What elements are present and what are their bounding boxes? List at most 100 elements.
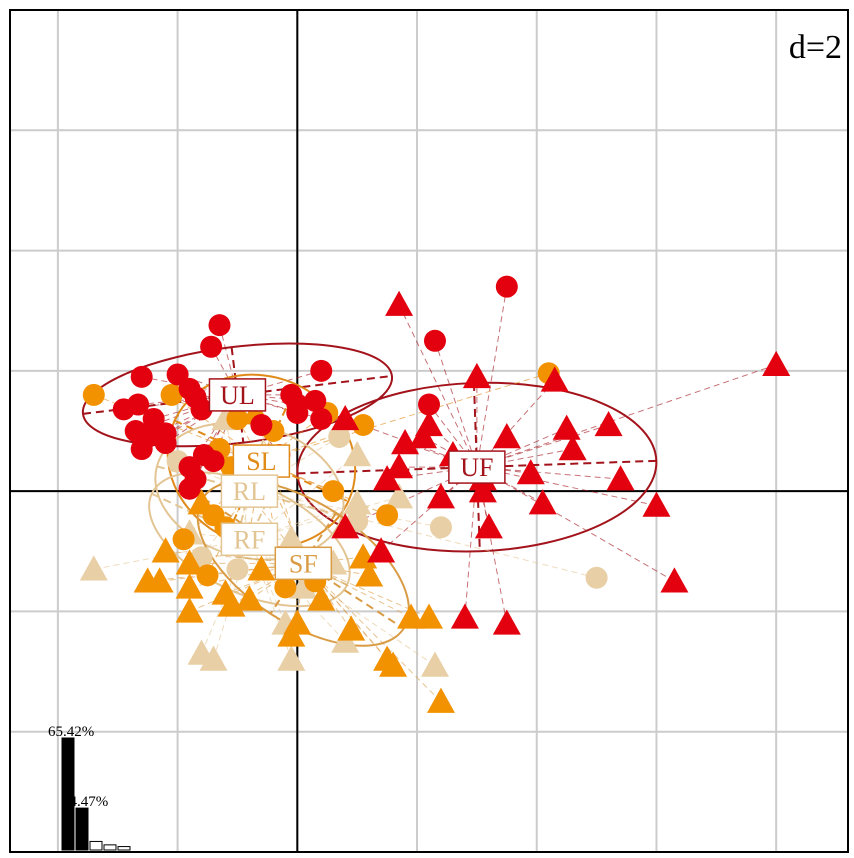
point-ul <box>154 432 177 455</box>
point-uf <box>423 329 446 352</box>
point-sf <box>175 549 204 575</box>
eigenvalue-label: 65.42% <box>48 724 94 740</box>
point-rf <box>343 441 372 467</box>
star-line <box>476 466 657 507</box>
point-uf <box>462 362 491 389</box>
point-sf <box>307 585 336 611</box>
point-uf <box>528 489 557 515</box>
point-rl <box>226 558 249 581</box>
point-sf <box>426 687 455 713</box>
group-label-box <box>274 546 333 581</box>
point-uf <box>540 366 569 392</box>
group-label-sf: SF <box>274 546 333 581</box>
point-ul <box>304 389 327 412</box>
point-uf <box>495 275 518 298</box>
point-uf <box>468 477 497 503</box>
axes <box>10 10 848 852</box>
group-label-rl: RL <box>220 474 279 508</box>
point-ul <box>310 359 333 382</box>
point-ul <box>142 407 165 430</box>
point-sf <box>247 555 276 581</box>
point-ul <box>130 438 153 461</box>
point-uf <box>391 429 420 455</box>
eigenvalue-bar <box>75 807 89 851</box>
group-label-rf: RF <box>220 522 279 557</box>
point-ul <box>208 314 231 337</box>
point-rl <box>585 566 608 589</box>
point-uf <box>762 350 791 377</box>
group-label-text: SL <box>246 447 276 476</box>
eigenvalue-bar <box>61 737 75 851</box>
point-sl <box>376 504 399 527</box>
point-uf <box>642 491 671 517</box>
point-uf <box>606 465 635 491</box>
point-sf <box>397 603 426 629</box>
point-sl <box>352 413 375 436</box>
point-rf <box>289 573 318 599</box>
point-uf <box>409 423 438 449</box>
point-sf <box>175 597 204 623</box>
group-label-text: UL <box>220 381 255 410</box>
point-ul <box>200 335 223 358</box>
eigenvalue-barplot: 65.42% 24.47% <box>48 724 131 851</box>
point-uf <box>492 423 521 449</box>
point-ul <box>190 398 213 421</box>
star-line <box>476 364 777 468</box>
point-uf <box>367 537 396 563</box>
star-line <box>261 424 364 462</box>
group-label-text: RF <box>234 525 266 554</box>
group-label-box <box>448 450 506 484</box>
point-ul <box>178 477 201 500</box>
eigenvalue-bar <box>89 840 103 851</box>
eigenvalue-label: 24.47% <box>62 794 108 810</box>
point-sf <box>151 537 180 563</box>
point-sf <box>175 573 204 599</box>
point-rl <box>328 426 351 449</box>
point-uf <box>474 513 503 539</box>
point-uf <box>418 393 440 416</box>
point-ul <box>286 401 309 424</box>
point-uf <box>516 459 545 485</box>
data-points <box>79 275 791 713</box>
group-label-sl: SL <box>232 444 291 478</box>
point-rf <box>277 525 306 551</box>
scale-label: d=2 <box>789 29 842 66</box>
point-rf <box>385 483 414 509</box>
ellipse-minor-axis <box>269 512 337 615</box>
point-sf <box>277 621 306 647</box>
point-sl <box>196 564 219 587</box>
plot-frame <box>9 9 849 853</box>
star-line <box>248 539 286 624</box>
point-sf <box>133 567 162 593</box>
point-uf <box>558 435 587 461</box>
group-label-box <box>208 378 267 412</box>
eigenvalue-bar <box>117 846 131 851</box>
group-label-uf: UF <box>448 450 506 484</box>
point-sl <box>160 383 183 406</box>
point-rl <box>429 516 452 539</box>
point-rf <box>343 489 372 515</box>
point-uf <box>331 404 360 431</box>
point-uf <box>450 603 479 629</box>
point-rf <box>199 645 228 671</box>
star-line <box>135 394 238 432</box>
point-sf <box>355 561 384 587</box>
point-uf <box>660 567 689 593</box>
point-ul <box>250 413 273 436</box>
group-label-text: RL <box>233 477 266 506</box>
point-rf <box>79 555 108 581</box>
point-sl <box>226 407 249 430</box>
point-uf <box>492 609 521 635</box>
point-uf <box>331 513 360 539</box>
point-uf <box>552 414 581 440</box>
group-label-box <box>220 474 279 508</box>
star-line <box>249 490 442 528</box>
group-label-box <box>220 522 279 557</box>
point-sf <box>379 651 408 677</box>
point-ul <box>202 450 225 473</box>
point-ul <box>310 407 333 430</box>
star-line <box>380 466 478 552</box>
point-sl <box>322 480 345 503</box>
point-rf <box>420 651 449 677</box>
point-ul <box>166 363 189 386</box>
